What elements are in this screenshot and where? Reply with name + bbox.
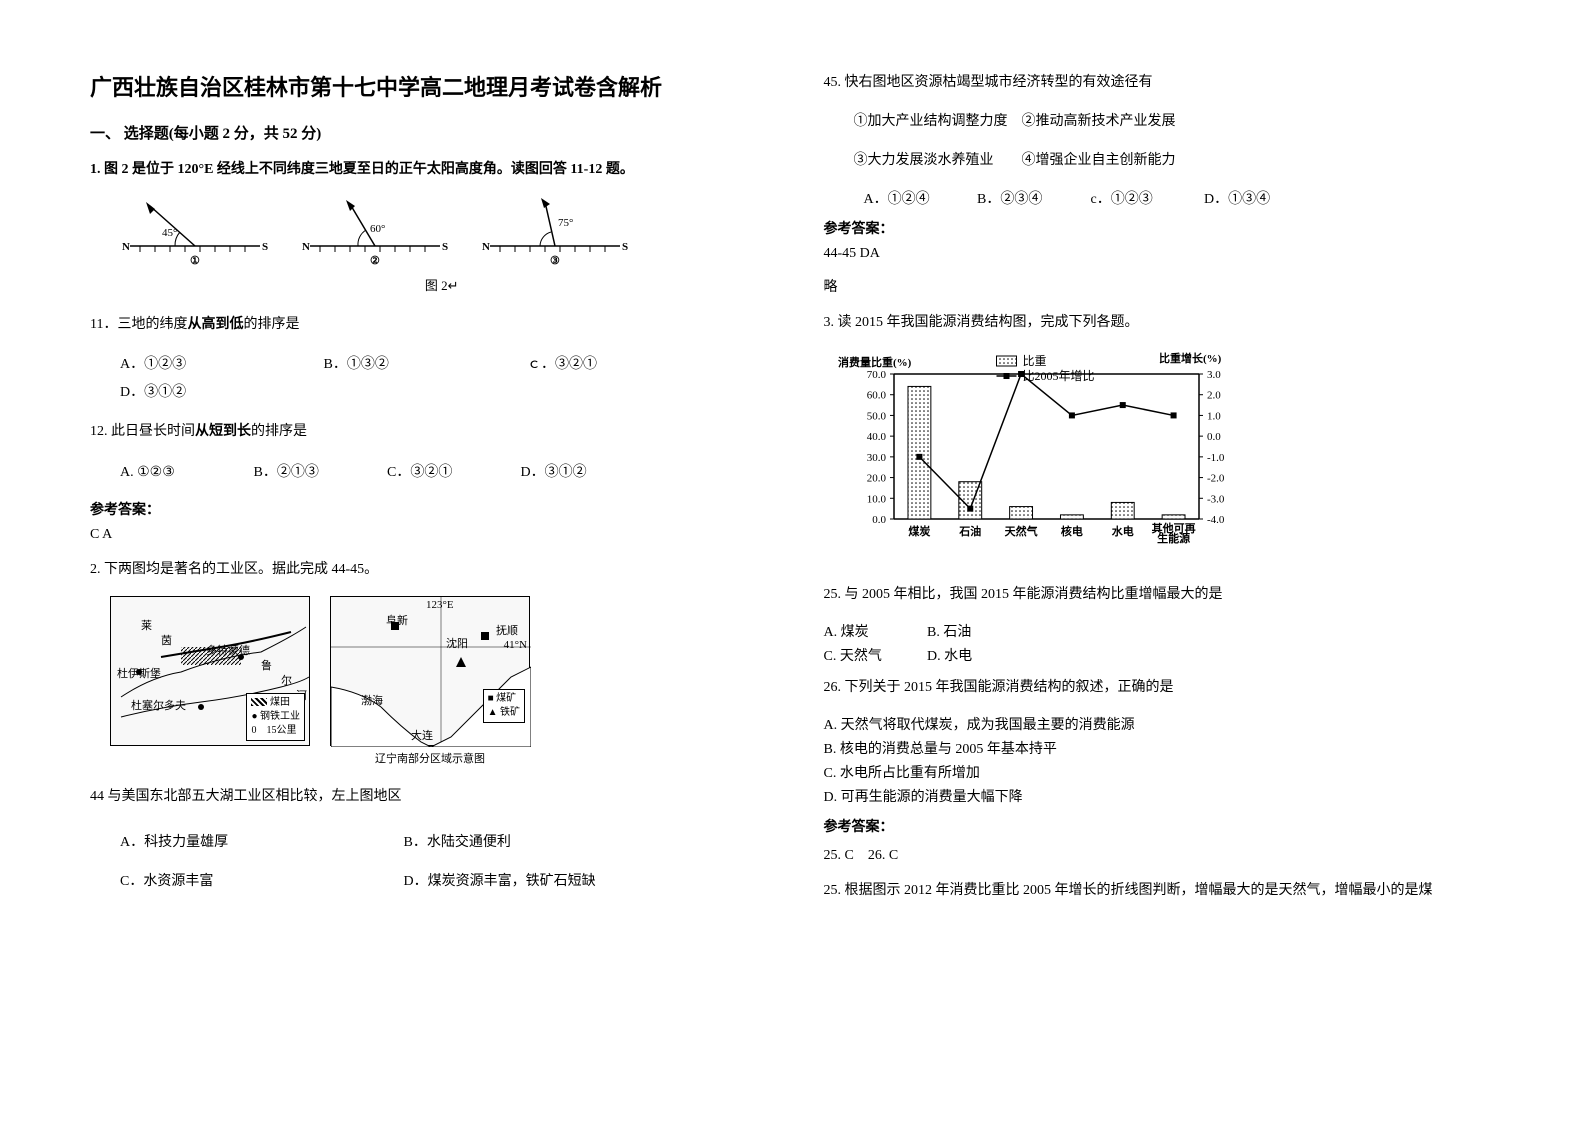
svg-text:S: S: [262, 241, 268, 253]
svg-text:①: ①: [190, 255, 200, 266]
svg-text:-4.0: -4.0: [1207, 514, 1225, 526]
svg-text:-1.0: -1.0: [1207, 452, 1225, 464]
svg-text:③: ③: [550, 255, 560, 266]
svg-text:30.0: 30.0: [866, 452, 886, 464]
opt-d: D．①③④: [1204, 188, 1314, 208]
q25-opts-row2: C. 天然气 D. 水电: [824, 645, 1498, 665]
svg-text:比重: 比重: [1022, 354, 1046, 368]
diagram-caption: 图 2↵: [120, 275, 764, 294]
svg-text:N: N: [122, 241, 130, 253]
answer-heading: 参考答案：: [90, 499, 764, 519]
sun-svg-1: 45° N S ①: [120, 196, 270, 266]
q45-line-1: ①加大产业结构调整力度 ②推动高新技术产业发展: [854, 109, 1498, 134]
opt-d: D．③①②: [120, 379, 320, 407]
svg-text:水电: 水电: [1111, 524, 1133, 538]
svg-text:-2.0: -2.0: [1207, 472, 1225, 484]
sun-diagram: 45° N S ① 60° N S ②: [120, 196, 764, 294]
opt-a: A. ①②③: [120, 459, 250, 487]
q11: 11．三地的纬度从高到低的排序是: [90, 312, 764, 337]
opt-b: B．②①③: [254, 459, 384, 487]
q26-opt-c: C. 水电所占比重有所增加: [824, 762, 1498, 782]
map-row: 杜伊斯堡 多特蒙德 杜塞尔多夫 莱 茵 鲁 尔 河 煤田 ● 钢铁工业 0 15…: [110, 596, 764, 766]
part1-heading: 一、 选择题(每小题 2 分，共 52 分): [90, 122, 764, 143]
svg-text:石油: 石油: [958, 524, 981, 538]
svg-text:70.0: 70.0: [866, 369, 886, 381]
svg-text:核电: 核电: [1060, 524, 1082, 538]
opt-a: A．①②③: [120, 351, 320, 379]
svg-text:0.0: 0.0: [1207, 431, 1221, 443]
svg-text:40.0: 40.0: [866, 431, 886, 443]
q25-text: 25. 与 2005 年相比，我国 2015 年能源消费结构比重增幅最大的是: [824, 582, 1498, 607]
svg-text:消费量比重(%): 消费量比重(%): [838, 355, 912, 369]
svg-text:-3.0: -3.0: [1207, 493, 1225, 505]
svg-text:天然气: 天然气: [1004, 524, 1037, 538]
q45-text: 45. 快右图地区资源枯竭型城市经济转型的有效途径有: [824, 70, 1498, 95]
opt-c: c．①②③: [1091, 188, 1201, 208]
energy-chart: 消费量比重(%) 比重增长(%) 0.0 10.0 20.0 30.0 40.0 50.0 60…: [834, 349, 1498, 564]
opt-c: ｃ．③②①: [527, 351, 727, 379]
svg-text:比重增长(%): 比重增长(%): [1159, 351, 1222, 365]
q45-line-2: ③大力发展淡水养殖业 ④增强企业自主创新能力: [854, 148, 1498, 173]
sun-svg-2: 60° N S ②: [300, 196, 450, 266]
svg-text:45°: 45°: [162, 227, 177, 239]
opt-b: B．①③②: [324, 351, 524, 379]
svg-text:2.0: 2.0: [1207, 389, 1221, 401]
svg-text:50.0: 50.0: [866, 410, 886, 422]
q44-text: 44 与美国东北部五大湖工业区相比较，左上图地区: [90, 784, 764, 809]
svg-text:煤炭: 煤炭: [908, 524, 930, 538]
svg-text:N: N: [482, 241, 490, 253]
explanation: 25. 根据图示 2012 年消费比重比 2005 年增长的折线图判断，增幅最大…: [824, 878, 1498, 903]
svg-text:②: ②: [370, 255, 380, 266]
answer-2: 44-45 DA: [824, 246, 1498, 262]
svg-text:20.0: 20.0: [866, 472, 886, 484]
svg-text:S: S: [442, 241, 448, 253]
answer-1: C A: [90, 527, 764, 543]
q2-text: 2. 下两图均是著名的工业区。据此完成 44-45。: [90, 557, 764, 582]
svg-text:比2005年增比: 比2005年增比: [1022, 369, 1094, 383]
q12-options: A. ①②③ B．②①③ C．③②① D．③①②: [120, 459, 764, 487]
opt-d: D．煤炭资源丰富，铁矿石短缺: [404, 862, 684, 901]
q45-options: A．①②④ B．②③④ c．①②③ D．①③④: [864, 188, 1498, 208]
q44-options: A．科技力量雄厚 B．水陆交通便利 C．水资源丰富 D．煤炭资源丰富，铁矿石短缺: [120, 823, 764, 901]
opt-a: A．科技力量雄厚: [120, 823, 400, 862]
svg-text:60.0: 60.0: [866, 389, 886, 401]
sun-svg-3: 75° N S ③: [480, 196, 630, 266]
brief: 略: [824, 276, 1498, 296]
q11-options: A．①②③ B．①③② ｃ．③②① D．③①②: [120, 351, 764, 407]
opt-c: C．水资源丰富: [120, 862, 400, 901]
svg-text:3.0: 3.0: [1207, 369, 1221, 381]
q12: 12. 此日昼长时间从短到长的排序是: [90, 419, 764, 444]
right-column: 45. 快右图地区资源枯竭型城市经济转型的有效途径有 ①加大产业结构调整力度 ②…: [824, 70, 1498, 1052]
q26-opt-b: B. 核电的消费总量与 2005 年基本持平: [824, 738, 1498, 758]
answer-3: 25. C 26. C: [824, 844, 1498, 864]
svg-text:10.0: 10.0: [866, 493, 886, 505]
page-title: 广西壮族自治区桂林市第十七中学高二地理月考试卷含解析: [90, 70, 764, 102]
q26-text: 26. 下列关于 2015 年我国能源消费结构的叙述，正确的是: [824, 675, 1498, 700]
svg-text:1.0: 1.0: [1207, 410, 1221, 422]
svg-text:0.0: 0.0: [872, 514, 886, 526]
map-left: 杜伊斯堡 多特蒙德 杜塞尔多夫 莱 茵 鲁 尔 河 煤田 ● 钢铁工业 0 15…: [110, 596, 310, 746]
svg-text:60°: 60°: [370, 223, 385, 235]
q26-opt-d: D. 可再生能源的消费量大幅下降: [824, 786, 1498, 806]
opt-c: C．③②①: [387, 459, 517, 487]
answer-heading-2: 参考答案：: [824, 218, 1498, 238]
svg-text:N: N: [302, 241, 310, 253]
opt-b: B．②③④: [977, 188, 1087, 208]
opt-b: B．水陆交通便利: [404, 823, 604, 862]
q26-opt-a: A. 天然气将取代煤炭，成为我国最主要的消费能源: [824, 714, 1498, 734]
svg-text:75°: 75°: [558, 217, 573, 229]
map-right-caption: 辽宁南部分区域示意图: [330, 750, 530, 766]
answer-heading-3: 参考答案：: [824, 816, 1498, 836]
left-column: 广西壮族自治区桂林市第十七中学高二地理月考试卷含解析 一、 选择题(每小题 2 …: [90, 70, 764, 1052]
svg-text:S: S: [622, 241, 628, 253]
svg-text:生能源: 生能源: [1157, 531, 1190, 545]
q3-text: 3. 读 2015 年我国能源消费结构图，完成下列各题。: [824, 310, 1498, 335]
map-right: 阜新 沈阳 抚顺 渤海 黄海 大连 123°E 41°N ■ 煤矿 ▲ 铁矿: [330, 596, 530, 746]
opt-d: D．③①②: [521, 459, 651, 487]
q1-text: 1. 图 2 是位于 120°E 经线上不同纬度三地夏至日的正午太阳高度角。读图…: [90, 157, 764, 182]
opt-a: A．①②④: [864, 188, 974, 208]
q25-opts-row1: A. 煤炭 B. 石油: [824, 621, 1498, 641]
